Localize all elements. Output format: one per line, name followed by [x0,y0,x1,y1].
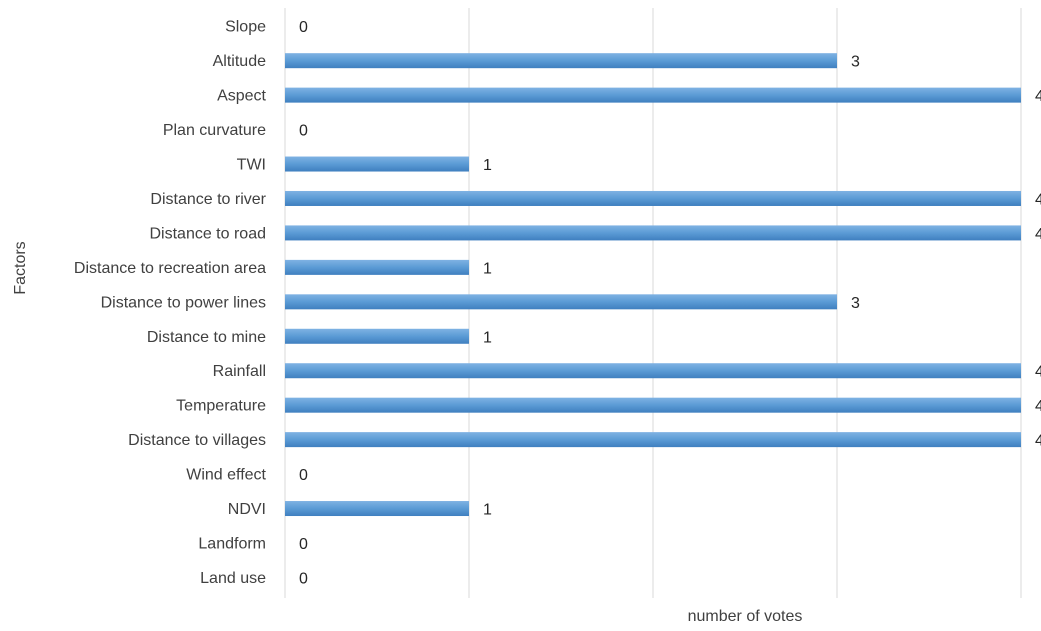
y-axis-title: Factors [12,241,29,294]
bar [285,53,837,69]
category-label: Aspect [217,88,266,105]
category-label: Distance to river [150,191,266,208]
category-label: Landform [198,535,266,552]
category-labels: Slope Altitude Aspect Plan curvature TWI Dist… [74,19,267,587]
category-label: Distance to power lines [101,294,266,311]
data-label: 4 [1035,398,1041,415]
bar [285,397,1021,413]
data-label: 4 [1035,88,1041,105]
category-label: Temperature [176,398,266,415]
category-label: Altitude [213,53,266,70]
bar [285,501,469,517]
bar [285,363,1021,379]
data-label: 1 [483,329,492,346]
data-label: 1 [483,502,492,519]
category-label: Wind effect [186,467,266,484]
data-label: 0 [299,19,308,36]
category-label: Slope [225,19,266,36]
category-label: Distance to recreation area [74,260,266,277]
data-label: 1 [483,157,492,174]
data-labels: 0 3 4 0 1 4 4 1 3 1 4 4 4 0 1 0 0 [299,19,1041,587]
category-label: Distance to mine [147,329,266,346]
category-label: Distance to road [149,225,266,242]
x-axis-title: number of votes [688,608,803,625]
bars [285,53,1021,517]
bar [285,190,1021,206]
data-label: 3 [851,295,860,312]
category-label: Plan curvature [163,122,266,139]
bar [285,432,1021,448]
data-label: 0 [299,467,308,484]
data-label: 4 [1035,364,1041,381]
data-label: 0 [299,123,308,140]
bar [285,225,1021,241]
category-label: Distance to villages [128,432,266,449]
data-label: 4 [1035,191,1041,208]
bar [285,156,469,172]
data-label: 4 [1035,226,1041,243]
data-label: 0 [299,536,308,553]
data-label: 4 [1035,433,1041,450]
bar [285,87,1021,103]
bar [285,259,469,275]
data-label: 1 [483,260,492,277]
bar [285,328,469,344]
data-label: 0 [299,570,308,587]
category-label: TWI [237,157,266,174]
category-label: Land use [200,570,266,587]
category-label: NDVI [228,501,266,518]
data-label: 3 [851,54,860,71]
category-label: Rainfall [213,363,266,380]
bar [285,294,837,310]
